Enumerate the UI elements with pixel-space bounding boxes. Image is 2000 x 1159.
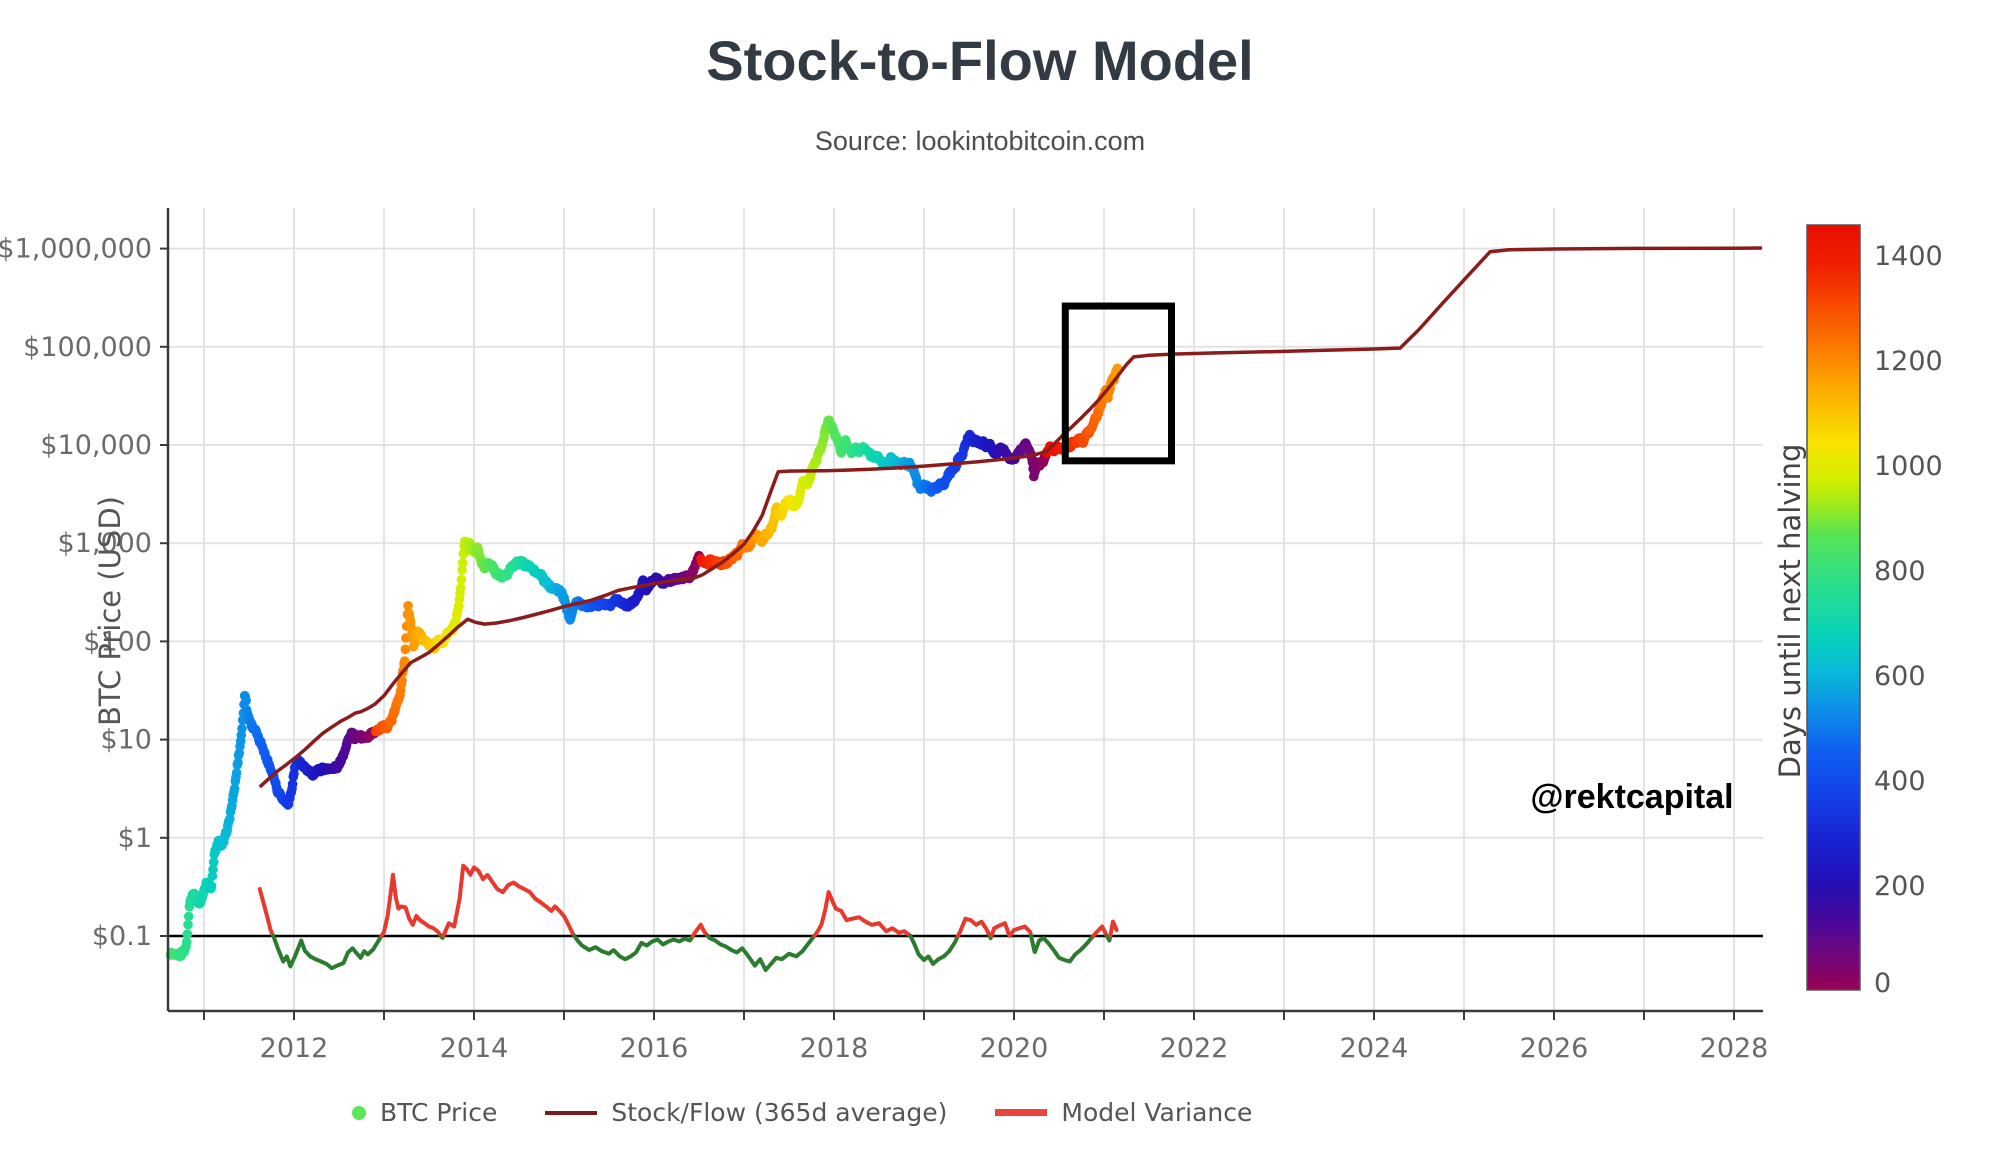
axes	[160, 208, 1763, 1020]
stock-flow-line[interactable]	[258, 246, 1762, 789]
colorbar-tick-label: 1000	[1874, 451, 1943, 482]
btc-price-scatter	[165, 363, 1123, 962]
y-tick-label: $1,000,000	[0, 234, 152, 265]
x-tick-label: 2020	[980, 1033, 1049, 1064]
x-tick-label: 2028	[1700, 1033, 1769, 1064]
x-tick-label: 2018	[800, 1033, 869, 1064]
chart-subtitle: Source: lookintobitcoin.com	[814, 126, 1146, 156]
colorbar-tick-label: 1200	[1874, 346, 1943, 377]
model-variance-line	[257, 863, 1119, 973]
y-tick-labels: $0.1 $1 $10 $100 $1,000 $10,000 $100,000 $1,000…	[0, 234, 152, 952]
legend-item-btc-price[interactable]: BTC Price	[352, 1098, 497, 1127]
gridlines	[168, 208, 1763, 1011]
legend: BTC Price Stock/Flow (365d average) Mode…	[352, 1098, 1282, 1127]
y-tick-label: $10,000	[40, 430, 152, 461]
y-tick-label: $10	[100, 725, 152, 756]
y-tick-label: $1	[118, 823, 152, 854]
legend-label: BTC Price	[380, 1098, 498, 1127]
x-tick-label: 2012	[260, 1033, 329, 1064]
legend-item-model-variance[interactable]: Model Variance	[995, 1098, 1252, 1127]
y-tick-label: $100,000	[23, 332, 152, 363]
legend-label: Stock/Flow (365d average)	[611, 1098, 948, 1127]
model-variance-line-swatch	[995, 1109, 1048, 1116]
colorbar-tick-labels: 0 200 400 600 800 1000 1200 1400	[1874, 241, 1943, 999]
colorbar-tick-label: 1400	[1874, 241, 1943, 272]
x-tick-label: 2026	[1520, 1033, 1589, 1064]
btc-price-dot-swatch	[352, 1105, 366, 1120]
x-tick-labels: 2012 2014 2016 2018 2020 2022 2024 2026 2028	[260, 1033, 1769, 1064]
colorbar-tick-label: 400	[1874, 766, 1926, 797]
x-tick-label: 2016	[620, 1033, 689, 1064]
stock-flow-line-swatch	[545, 1110, 598, 1115]
x-tick-label: 2024	[1340, 1033, 1409, 1064]
y-tick-label: $0.1	[92, 921, 152, 952]
y-tick-label: $100	[83, 626, 152, 657]
y-tick-label: $1,000	[58, 528, 152, 559]
x-tick-label: 2014	[440, 1033, 509, 1064]
colorbar-label: Days until next halving	[1773, 443, 1807, 779]
colorbar-tick-label: 600	[1874, 661, 1926, 692]
colorbar-tick-label: 0	[1874, 968, 1891, 999]
colorbar-tick-label: 200	[1874, 871, 1926, 902]
chart-title: Stock-to-Flow Model	[706, 29, 1254, 92]
x-tick-label: 2022	[1160, 1033, 1229, 1064]
annotation-box	[1061, 302, 1176, 465]
colorbar-tick-label: 800	[1874, 556, 1926, 587]
colorbar	[1806, 224, 1861, 991]
legend-label: Model Variance	[1061, 1098, 1253, 1127]
legend-item-stock-flow[interactable]: Stock/Flow (365d average)	[545, 1098, 947, 1127]
y-axis-label: BTC Price (USD)	[93, 496, 127, 726]
watermark-rektcapital: @rektcapital	[1530, 778, 1734, 816]
